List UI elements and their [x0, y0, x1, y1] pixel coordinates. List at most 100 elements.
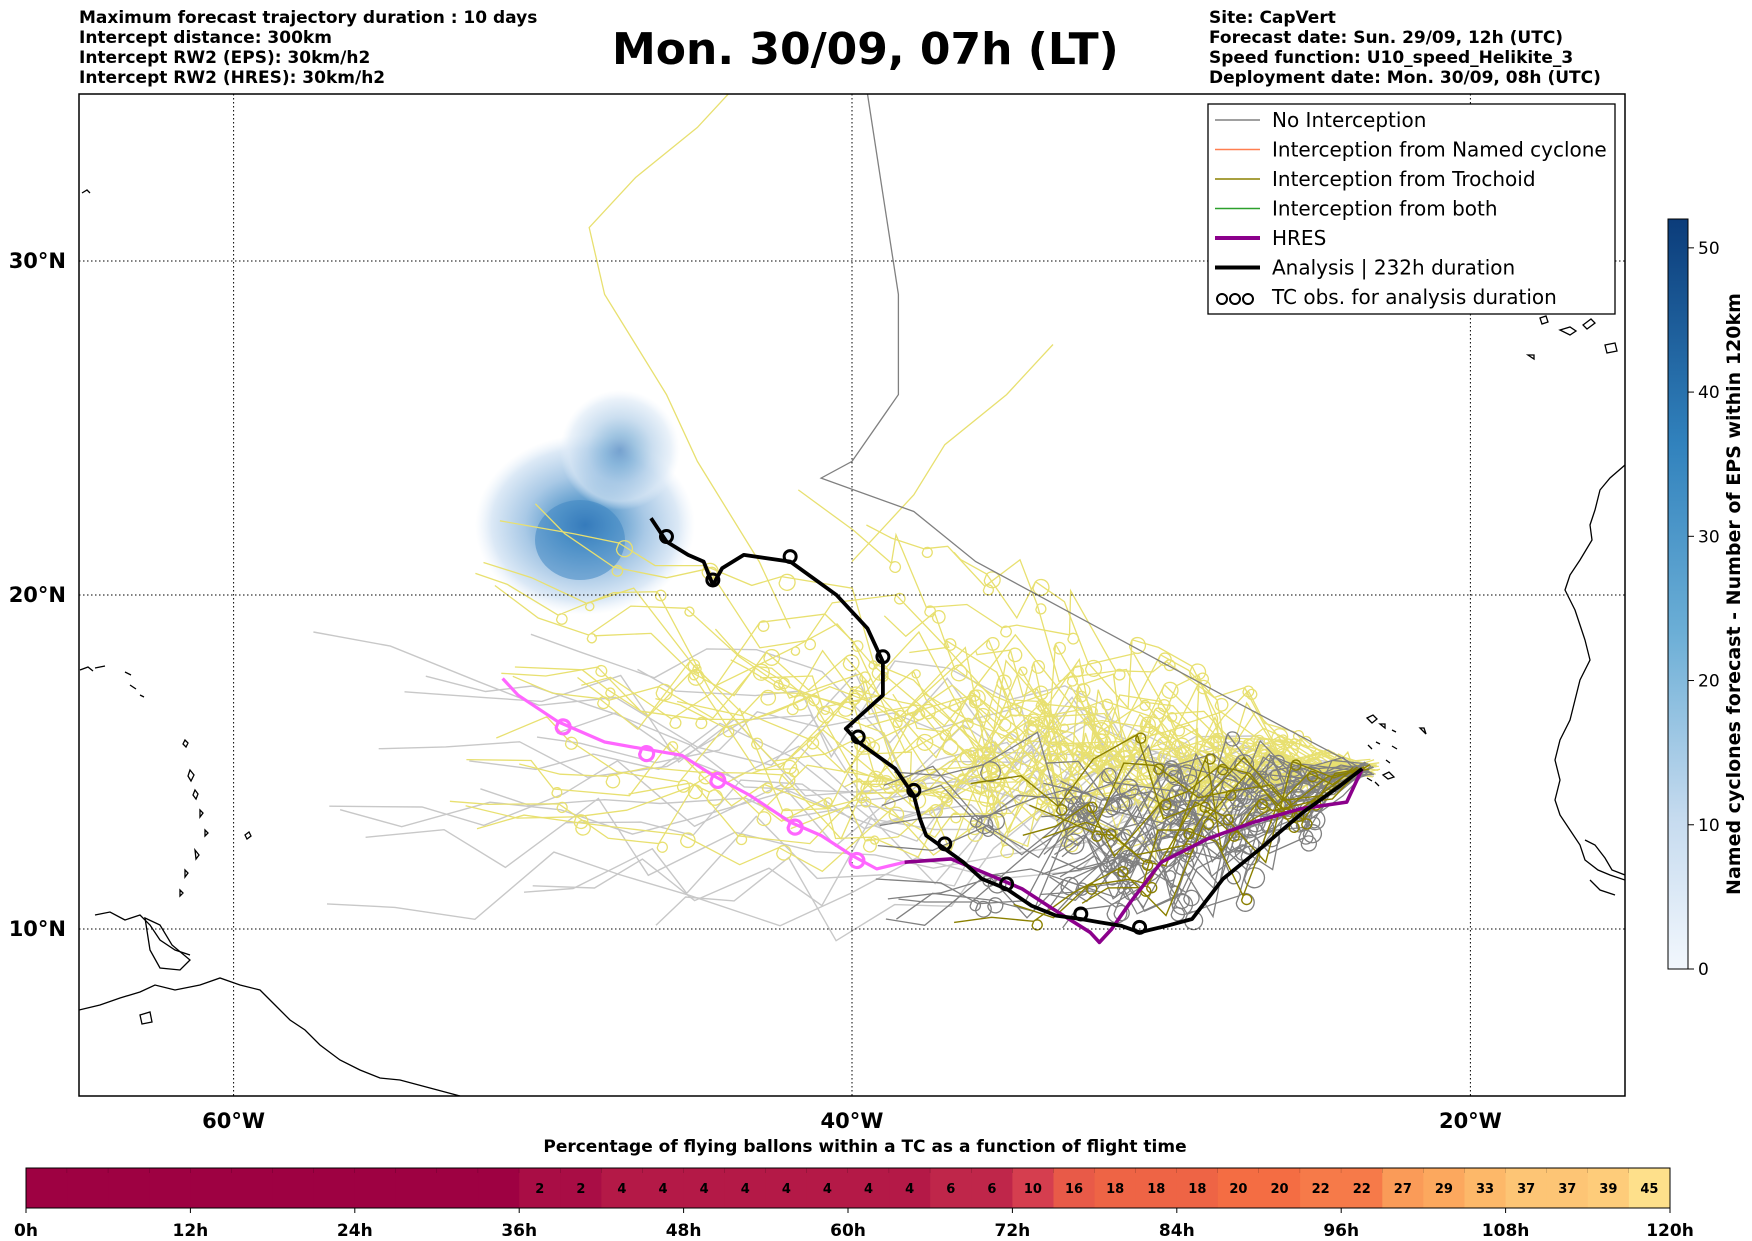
colorbar-bottom-segment	[1135, 1168, 1178, 1208]
colorbar-bottom-segment-label: 18	[1106, 1182, 1124, 1197]
colorbar-bottom-segment	[395, 1168, 438, 1208]
eps-track-trochoid	[1042, 766, 1354, 856]
tc-obs-loop	[658, 529, 674, 545]
colorbar-bottom-segment-label: 16	[1065, 1182, 1083, 1197]
colorbar-bottom-segment-label: 4	[823, 1182, 832, 1197]
intercept-eps-text: Intercept RW2 (EPS): 30km/h2	[79, 48, 371, 68]
legend-item: Interception from both	[1215, 197, 1498, 221]
site-text: Site: CapVert	[1209, 8, 1336, 28]
colorbar-bottom-segment	[1423, 1168, 1465, 1208]
colorbar-bottom-tick-label: 12h	[173, 1221, 209, 1241]
colorbar-bottom-tick-label: 108h	[1482, 1221, 1530, 1241]
density-core	[535, 500, 625, 580]
colorbar-bottom-segment-label: 29	[1435, 1182, 1453, 1197]
colorbar-bottom-segment	[354, 1168, 397, 1208]
colorbar-bottom-segment	[272, 1168, 315, 1208]
colorbar-bottom-segment	[1587, 1168, 1630, 1208]
tc-obs-loop	[999, 876, 1015, 892]
eps-track-trochoid	[1081, 766, 1359, 906]
eps-track-darkgray	[1045, 744, 1368, 841]
colorbar-bottom-segment-label: 33	[1476, 1182, 1494, 1197]
legend-label: Interception from Named cyclone	[1272, 138, 1607, 162]
colorbar-bottom-segment	[1176, 1168, 1219, 1208]
colorbar-bottom-segment	[478, 1168, 520, 1208]
colorbar-bottom-segment	[1546, 1168, 1589, 1208]
max-duration-text: Maximum forecast trajectory duration : 1…	[79, 8, 538, 28]
colorbar-bottom-segment-label: 22	[1312, 1182, 1330, 1197]
eps-track-darkgray	[819, 94, 1363, 770]
lat-tick-label: 30°N	[9, 249, 66, 273]
colorbar-bottom-segment	[1341, 1168, 1383, 1208]
islands-capeverde	[1365, 714, 1427, 787]
lon-tick-label: 20°W	[1439, 1109, 1502, 1133]
colorbar-bottom-segment-label: 37	[1558, 1182, 1576, 1197]
colorbar-right-tick-label: 40	[1698, 383, 1720, 403]
colorbar-bottom-segment	[1505, 1168, 1548, 1208]
colorbar-bottom-segment-label: 6	[946, 1182, 955, 1197]
tc-obs-loop	[782, 549, 798, 565]
colorbar-bottom-segment-label: 18	[1188, 1182, 1206, 1197]
colorbar-right: 0 10 20 30 40 50 Named cyclones forecast - Nu…	[1667, 218, 1745, 980]
tc-obs-loop	[1132, 919, 1148, 935]
coast-senegal	[1584, 839, 1625, 896]
colorbar-bottom-segment-label: 2	[535, 1182, 544, 1197]
colorbar-bottom-segment	[1053, 1168, 1096, 1208]
colorbar-bottom-segment	[1094, 1168, 1137, 1208]
islands-antilles	[179, 738, 252, 898]
colorbar-bottom-tick-label: 48h	[666, 1221, 702, 1241]
colorbar-bottom-segment-label: 20	[1271, 1182, 1289, 1197]
colorbar-bottom-segment	[1300, 1168, 1342, 1208]
legend-label: Interception from Trochoid	[1272, 167, 1536, 191]
colorbar-bottom-segment	[1628, 1168, 1671, 1208]
colorbar-bottom-segment	[601, 1168, 643, 1208]
eps-trajectories	[313, 94, 1381, 942]
colorbar-bottom-segment	[519, 1168, 561, 1208]
legend-label: No Interception	[1272, 108, 1426, 132]
colorbar-bottom-segment	[806, 1168, 849, 1208]
legend-frame	[1207, 103, 1616, 315]
map-area: 60°W 40°W 20°W 30°N 20°N 10°N	[9, 93, 1626, 1133]
header-right: Site: CapVert Forecast date: Sun. 29/09,…	[1209, 8, 1601, 88]
eps-track-gray	[404, 674, 1370, 798]
analysis-line	[649, 517, 1364, 935]
coast-caribbean-2	[144, 916, 191, 971]
colorbar-bottom-segment	[683, 1168, 726, 1208]
colorbar-bottom-segment	[313, 1168, 356, 1208]
colorbar-bottom-segment	[67, 1168, 109, 1208]
colorbar-bottom-segment	[437, 1168, 479, 1208]
colorbar-bottom-segment-label: 10	[1024, 1182, 1042, 1197]
islands-canary	[1525, 315, 1618, 361]
colorbar-bottom-segment	[108, 1168, 150, 1208]
colorbar-right-tick-label: 20	[1698, 672, 1720, 692]
coastlines	[79, 189, 1625, 1096]
colorbar-bottom: Percentage of flying ballons within a TC…	[14, 1137, 1694, 1241]
legend-item: Analysis | 232h duration	[1215, 256, 1515, 280]
hres-eps-highlight-track	[501, 677, 905, 871]
island-trinidad	[139, 1011, 153, 1025]
colorbar-bottom-segment	[1259, 1168, 1301, 1208]
eps-track-darkgray	[877, 767, 1370, 856]
eps-track-trochoid	[1022, 763, 1371, 858]
colorbar-bottom-segment-label: 45	[1640, 1182, 1658, 1197]
colorbar-bottom-segment-label: 20	[1229, 1182, 1247, 1197]
colorbar-bottom-segment	[1464, 1168, 1507, 1208]
colorbar-bottom-segment-label: 4	[741, 1182, 750, 1197]
map-frame	[78, 93, 1626, 1097]
legend-label: Analysis | 232h duration	[1272, 256, 1515, 280]
eps-track-trochoid	[1013, 759, 1365, 919]
colorbar-bottom-segment	[560, 1168, 602, 1208]
colorbar-bottom-segment	[231, 1168, 274, 1208]
colorbar-bottom-segment-label: 4	[905, 1182, 914, 1197]
legend-label: Interception from both	[1272, 197, 1498, 221]
legend-item: TC obs. for analysis duration	[1216, 285, 1557, 309]
colorbar-bottom-segment	[889, 1168, 931, 1208]
colorbar-bottom-segment-label: 4	[700, 1182, 709, 1197]
colorbar-bottom-segment	[190, 1168, 232, 1208]
legend-item: Interception from Named cyclone	[1215, 138, 1607, 162]
colorbar-bottom-segment	[971, 1168, 1013, 1208]
page-title: Mon. 30/09, 07h (LT)	[612, 24, 1119, 75]
colorbar-bottom-segment-label: 2	[576, 1182, 585, 1197]
deployment-date-text: Deployment date: Mon. 30/09, 08h (UTC)	[1209, 68, 1601, 88]
lat-tick-label: 10°N	[9, 917, 66, 941]
